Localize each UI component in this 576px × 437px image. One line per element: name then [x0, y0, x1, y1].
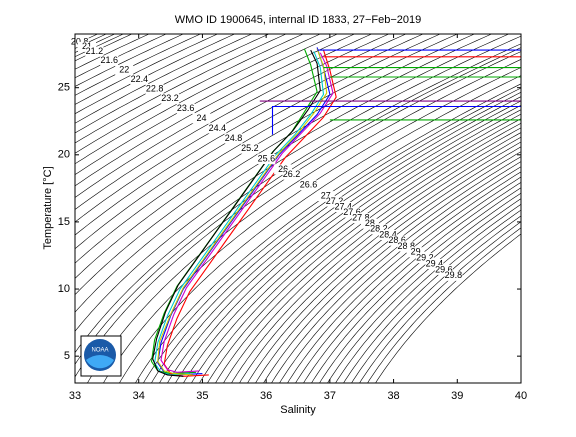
isopycnal-label: 23.6 [177, 103, 195, 113]
isopycnal-label: 25.2 [241, 143, 259, 153]
x-tick-label: 39 [451, 390, 463, 402]
x-tick-label: 34 [133, 390, 145, 402]
isopycnal-label: 24.4 [209, 123, 227, 133]
isopycnal-label: 24.8 [225, 133, 243, 143]
x-tick-label: 35 [196, 390, 208, 402]
y-tick-label: 5 [64, 350, 70, 362]
isopycnal-label: 29.8 [445, 270, 463, 280]
y-tick-label: 10 [58, 283, 70, 295]
y-tick-label: 25 [58, 82, 70, 94]
x-tick-label: 37 [324, 390, 336, 402]
x-tick-label: 38 [387, 390, 399, 402]
isopycnal-label: 22 [119, 64, 129, 74]
isopycnal-label: 26.6 [300, 180, 318, 190]
isopycnal-label: 21.6 [100, 55, 118, 65]
isopycnal-label: 25.6 [258, 153, 276, 163]
isopycnal-label: 22.4 [131, 74, 149, 84]
x-axis-label: Salinity [280, 404, 316, 416]
y-tick-label: 15 [58, 216, 70, 228]
y-tick-label: 20 [58, 149, 70, 161]
x-tick-label: 40 [515, 390, 527, 402]
isopycnal-label: 24 [196, 113, 206, 123]
isopycnal-label: 22.8 [146, 84, 164, 94]
x-tick-label: 36 [260, 390, 272, 402]
isopycnal-label: 23.2 [161, 93, 179, 103]
logo-text: NOAA [91, 348, 108, 354]
noaa-logo: NOAA [81, 336, 121, 376]
isopycnal-label: 26.2 [283, 169, 301, 179]
chart-title: WMO ID 1900645, internal ID 1833, 27−Feb… [175, 14, 421, 26]
y-axis-label: Temperature [°C] [42, 166, 54, 249]
x-tick-label: 33 [69, 390, 81, 402]
